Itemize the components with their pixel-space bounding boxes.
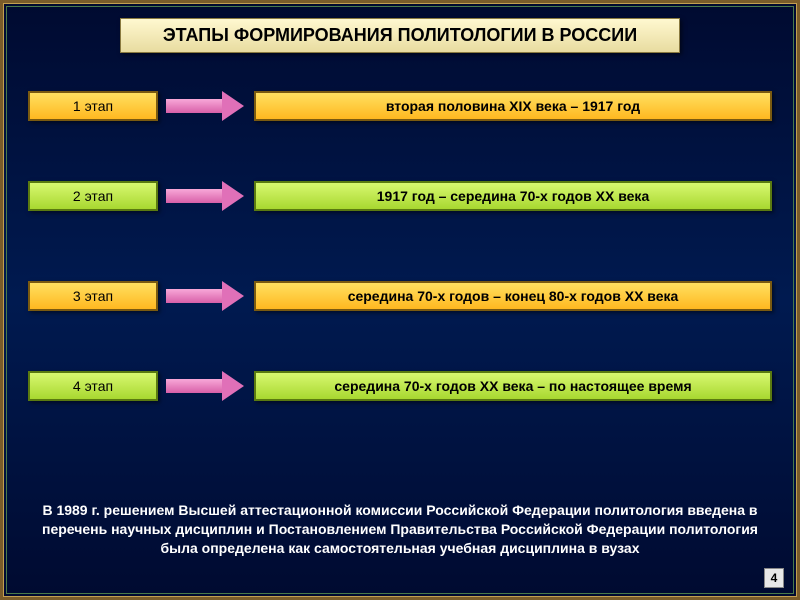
stage-description-box: середина 70-х годов – конец 80-х годов X…	[254, 281, 772, 311]
stage-row-3: 3 этап середина 70-х годов – конец 80-х г…	[28, 278, 772, 314]
stage-label-box: 2 этап	[28, 181, 158, 211]
arrow-icon	[166, 371, 246, 401]
stage-description-box: вторая половина XIX века – 1917 год	[254, 91, 772, 121]
page-number: 4	[764, 568, 784, 588]
arrow-icon	[166, 91, 246, 121]
stage-row-1: 1 этап вторая половина XIX века – 1917 го…	[28, 88, 772, 124]
stage-description-box: 1917 год – середина 70-х годов XX века	[254, 181, 772, 211]
arrow-icon	[166, 281, 246, 311]
stage-row-4: 4 этап середина 70-х годов XX века – по н…	[28, 368, 772, 404]
stage-label-box: 4 этап	[28, 371, 158, 401]
arrow-icon	[166, 181, 246, 211]
stage-description-box: середина 70-х годов XX века – по настоящ…	[254, 371, 772, 401]
footer-text: В 1989 г. решением Высшей аттестационной…	[40, 501, 760, 558]
stage-label-box: 3 этап	[28, 281, 158, 311]
stage-label-box: 1 этап	[28, 91, 158, 121]
slide-title: ЭТАПЫ ФОРМИРОВАНИЯ ПОЛИТОЛОГИИ В РОССИИ	[120, 18, 680, 53]
stage-row-2: 2 этап 1917 год – середина 70-х годов XX …	[28, 178, 772, 214]
